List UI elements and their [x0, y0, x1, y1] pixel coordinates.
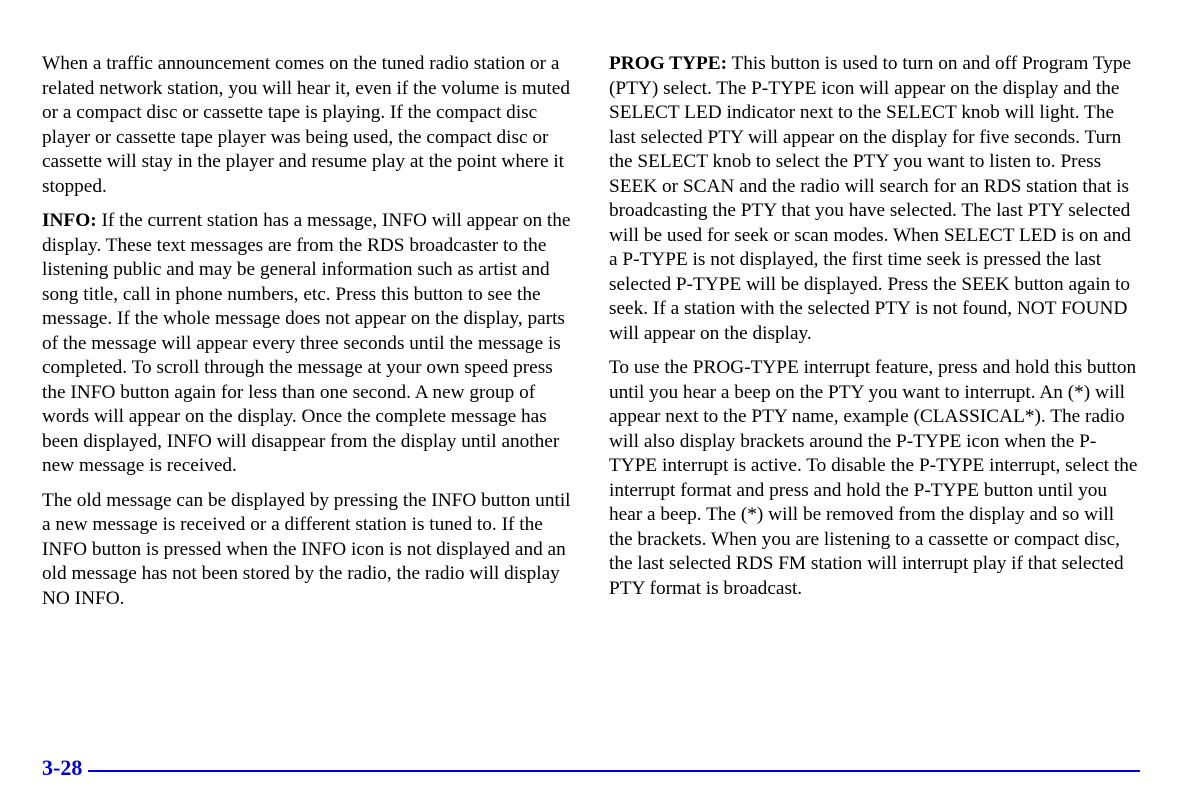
right-column: PROG TYPE: This button is used to turn o…: [609, 52, 1140, 722]
info-label: INFO:: [42, 210, 97, 231]
left-column: When a traffic announcement comes on the…: [42, 52, 573, 722]
page-footer: 3-28: [42, 755, 1140, 772]
para-prog-type: PROG TYPE: This button is used to turn o…: [609, 52, 1140, 346]
footer-rule: [88, 770, 1140, 772]
info-description: If the current station has a message, IN…: [42, 210, 570, 476]
para-info-feature: INFO: If the current station has a messa…: [42, 209, 573, 479]
manual-page: When a traffic announcement comes on the…: [0, 0, 1200, 800]
prog-type-description: This button is used to turn on and off P…: [609, 53, 1131, 344]
two-column-layout: When a traffic announcement comes on the…: [42, 52, 1140, 722]
para-old-message: The old message can be displayed by pres…: [42, 489, 573, 612]
page-number: 3-28: [42, 755, 88, 781]
para-prog-type-interrupt: To use the PROG-TYPE interrupt feature, …: [609, 356, 1140, 601]
para-traffic-announcement: When a traffic announcement comes on the…: [42, 52, 573, 199]
prog-type-label: PROG TYPE:: [609, 53, 727, 74]
